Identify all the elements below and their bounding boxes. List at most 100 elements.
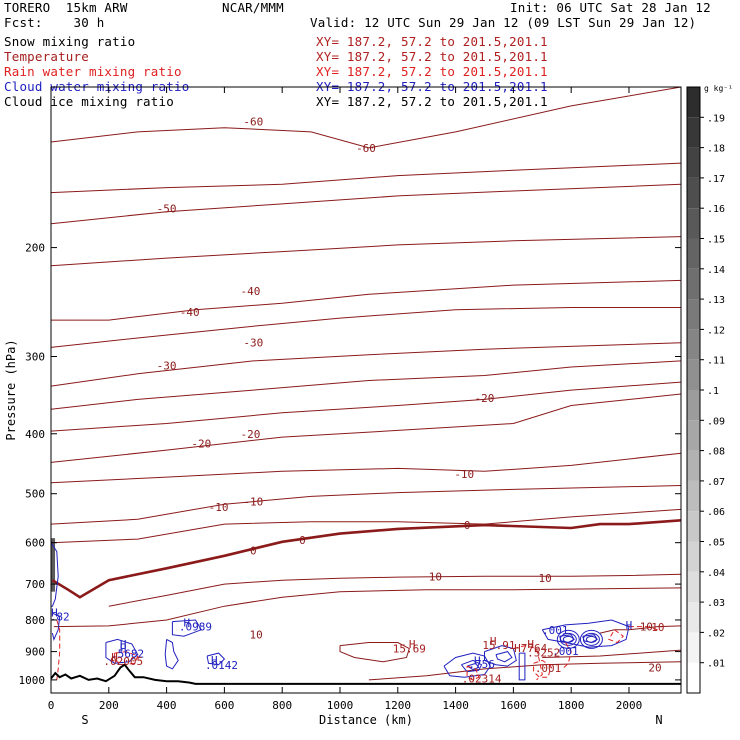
field-xy-cloud-ice: XY= 187.2, 57.2 to 201.5,201.1 xyxy=(316,94,548,109)
cloud-water-ring-0-2 xyxy=(556,629,580,649)
temperature-label-10-0: -10 xyxy=(454,468,474,481)
rain-contour-3 xyxy=(513,645,543,681)
y-tick-label-1000: 1000 xyxy=(19,674,46,687)
temperature-label-9-0: -20 xyxy=(191,438,211,451)
rain-label-11: 10 xyxy=(651,621,664,634)
temperature-label-6-0: -30 xyxy=(157,359,177,372)
temperature-contour-15 xyxy=(53,587,682,628)
colorbar-band-17 xyxy=(687,147,700,178)
colorbar-tick-label-16: .17 xyxy=(707,174,725,185)
x-tick-label-800: 800 xyxy=(272,699,292,712)
init-time: Init: 06 UTC Sat 28 Jan 12 xyxy=(510,0,711,15)
cloud-water-label-13: H xyxy=(626,619,633,632)
temperature-label-13-2: 0 xyxy=(464,519,471,532)
x-tick-label-0: 0 xyxy=(48,699,55,712)
temperature-contour-5 xyxy=(50,307,681,348)
colorbar-tick-label-10: .11 xyxy=(707,356,725,367)
y-tick-label-400: 400 xyxy=(25,428,45,441)
colorbar-unit: g kg⁻¹ xyxy=(704,84,733,93)
rain-label-1: .02005 xyxy=(103,655,143,668)
temperature-label-11-0: -10 xyxy=(209,501,229,514)
rain-label-8: .5252 xyxy=(527,646,560,659)
colorbar-band-12 xyxy=(687,299,700,330)
temperature-label-5-0: -40 xyxy=(240,285,260,298)
colorbar-tick-label-13: .14 xyxy=(707,265,725,276)
temperature-label-13-0: 0 xyxy=(250,545,257,558)
temperature-contour-12 xyxy=(50,508,682,544)
cloud-water-ring-1-0 xyxy=(585,635,597,643)
rain-contour-4 xyxy=(533,659,552,678)
colorbar-band-0 xyxy=(687,662,700,693)
rain-contour-0 xyxy=(56,619,61,680)
cloud-water-contour-2 xyxy=(171,619,203,637)
cloud-water-ring-1-2 xyxy=(579,629,603,649)
temperature-label-0-1: -60 xyxy=(356,142,376,155)
x-tick-label-2000: 2000 xyxy=(616,699,643,712)
cloud-water-contour-6 xyxy=(443,652,491,678)
cloud-water-contour-1 xyxy=(51,612,61,641)
colorbar-tick-label-12: .13 xyxy=(707,295,725,306)
rain-contour-5 xyxy=(562,642,572,670)
temperature-contour-8 xyxy=(50,381,682,432)
x-tick-label-1200: 1200 xyxy=(385,699,412,712)
colorbar-tick-label-14: .15 xyxy=(707,235,725,246)
end-label-left: S xyxy=(81,713,88,727)
colorbar: .01 .02 .03 .04 .05 .06 .07 .08 .09 .1 .11 .12 .13 .1… xyxy=(686,84,733,694)
cloud-water-label-2: H xyxy=(120,638,127,651)
x-tick-label-400: 400 xyxy=(157,699,177,712)
colorbar-tick-label-17: .18 xyxy=(707,144,725,155)
rain-contour-7 xyxy=(629,626,659,631)
colorbar-tick-label-8: .09 xyxy=(707,416,725,427)
cloud-water-contours xyxy=(50,542,630,681)
y-tick-label-500: 500 xyxy=(25,488,45,501)
model-title: TORERO 15km ARW xyxy=(4,0,128,15)
center-label: NCAR/MMM xyxy=(222,0,284,15)
temperature-label-14-0: 10 xyxy=(429,570,442,583)
cloud-water-label-7: H xyxy=(474,654,481,667)
valid-time: Valid: 12 UTC Sun 29 Jan 12 (09 LST Sun … xyxy=(310,15,697,30)
field-xy-snow: XY= 187.2, 57.2 to 201.5,201.1 xyxy=(316,34,548,49)
contour-labels: -60 -60 -50 -40 -40 -30 -30 -20 -20 -20 -10 -10 -10 0… xyxy=(50,115,665,685)
cloud-water-label-12: .82 xyxy=(50,611,70,624)
x-tick-label-1000: 1000 xyxy=(327,699,354,712)
x-tick-label-1800: 1800 xyxy=(558,699,585,712)
temperature-label-18-0: 20 xyxy=(648,662,661,675)
colorbar-tick-label-2: .03 xyxy=(707,598,725,609)
temperature-contour-18 xyxy=(368,661,682,681)
cloud-water-contour-5 xyxy=(206,652,226,666)
rain-label-4: H xyxy=(490,635,497,648)
colorbar-band-3 xyxy=(687,571,700,603)
terrain xyxy=(50,663,681,685)
temperature-label-15-0: 10 xyxy=(250,629,263,642)
field-name-cloud-ice: Cloud ice mixing ratio xyxy=(4,94,174,109)
colorbar-band-10 xyxy=(687,359,700,390)
temperature-label-2-0: -50 xyxy=(157,203,177,216)
colorbar-band-13 xyxy=(687,268,700,300)
temperature-contour-1 xyxy=(50,162,682,194)
temperature-label-13-1: 0 xyxy=(299,534,306,547)
colorbar-tick-label-15: .16 xyxy=(707,204,725,215)
cloud-water-contour-3 xyxy=(105,638,139,664)
colorbar-tick-label-5: .06 xyxy=(707,507,725,518)
colorbar-band-1 xyxy=(687,632,700,663)
temperature-label-11-1: -10 xyxy=(243,496,263,509)
colorbar-band-4 xyxy=(687,541,700,572)
temperature-contour-16 xyxy=(339,642,410,663)
temperature-label-8-0: -20 xyxy=(475,392,495,405)
rain-contour-2 xyxy=(466,665,480,681)
colorbar-band-7 xyxy=(687,450,700,481)
cloud-water-label-5: H xyxy=(211,654,218,667)
cloud-water-label-4: .5682 xyxy=(111,647,144,660)
temperature-contour-10 xyxy=(50,452,682,484)
temperature-contour-19 xyxy=(542,649,682,658)
cloud-water-ring-0-1 xyxy=(559,632,577,646)
colorbar-tick-label-7: .08 xyxy=(707,447,725,458)
colorbar-band-14 xyxy=(687,238,700,269)
rain-contour-1 xyxy=(114,651,139,666)
cloud-water-contour-11 xyxy=(541,619,630,648)
temperature-contour-9 xyxy=(50,393,682,463)
colorbar-band-11 xyxy=(687,329,700,360)
y-axis-label: Pressure (hPa) xyxy=(4,339,18,440)
rain-contour-6 xyxy=(608,629,624,644)
cloud-water-ring-1-1 xyxy=(582,632,600,646)
